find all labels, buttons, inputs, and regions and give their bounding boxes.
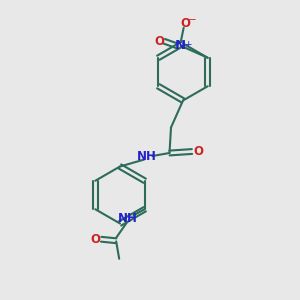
- Text: O: O: [91, 233, 101, 246]
- Text: O: O: [193, 145, 203, 158]
- Text: +: +: [184, 40, 192, 49]
- Text: O: O: [180, 17, 190, 30]
- Text: NH: NH: [118, 212, 138, 225]
- Text: O: O: [154, 35, 164, 48]
- Text: −: −: [188, 15, 197, 25]
- Text: N: N: [175, 39, 186, 52]
- Text: NH: NH: [137, 149, 157, 163]
